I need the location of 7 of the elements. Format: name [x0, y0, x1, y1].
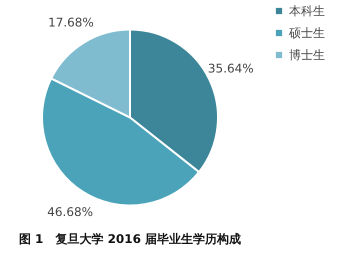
- text: 图 1 复旦大学 2016 届毕业生学历构成: [18, 232, 242, 246]
- data-label: 46.68%: [47, 205, 93, 220]
- legend-label: 博士生: [289, 48, 325, 62]
- data-label: 35.64%: [208, 62, 254, 76]
- legend-label: 硕士生: [288, 26, 325, 40]
- data-label: 17.68%: [48, 15, 94, 30]
- legend-label: 本科生: [289, 4, 325, 18]
